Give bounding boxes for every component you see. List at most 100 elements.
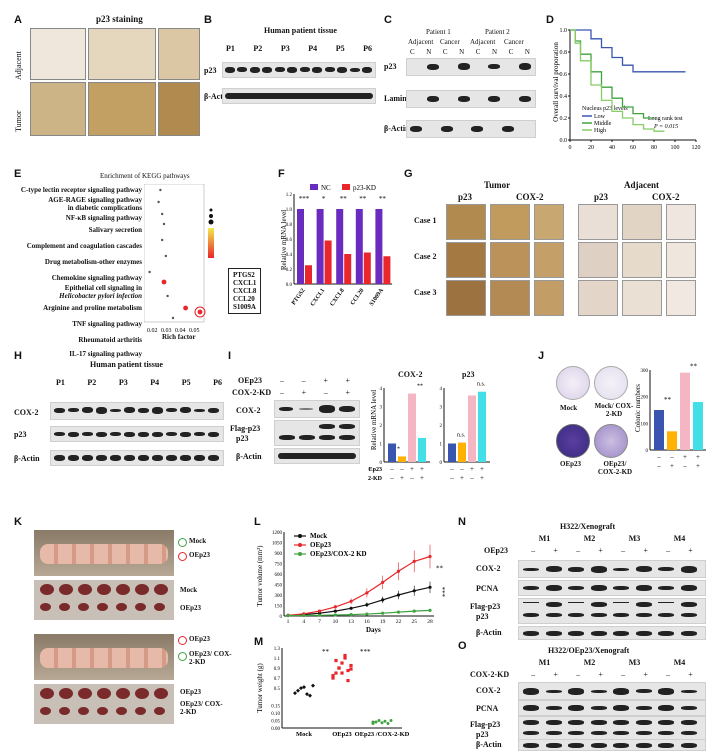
sign: – <box>621 670 625 679</box>
kegg-dot <box>159 189 161 191</box>
i-bar <box>408 394 416 462</box>
weight-point <box>346 669 349 672</box>
tumor-specimen <box>154 688 168 699</box>
panel-c-row-p23: p23 <box>384 62 396 71</box>
ihc-image <box>578 204 618 240</box>
i-chart1-title: COX-2 <box>398 370 422 379</box>
l-xtick-label: 22 <box>396 619 402 625</box>
sign: – <box>280 388 284 397</box>
e-xlabel: Rich factor <box>162 333 196 341</box>
i-ytick-label: 2 <box>380 424 383 429</box>
blot-band <box>636 566 652 572</box>
kegg-dot <box>165 255 167 257</box>
i-ytick-label: 3 <box>380 406 383 411</box>
d-xtick-label: 80 <box>651 145 657 151</box>
blot-band <box>523 631 539 636</box>
growth-point <box>428 586 431 589</box>
l-ytick-label: 1050 <box>272 542 283 547</box>
tumor-photo-1 <box>34 580 174 620</box>
blot-band <box>681 720 697 725</box>
i-chart-sign: – <box>409 474 414 482</box>
blot-band <box>681 690 697 693</box>
mouse-label: M4 <box>674 658 686 667</box>
mice-photo-2 <box>34 634 174 680</box>
mouse-label: M3 <box>629 658 641 667</box>
i-row-p23: p23 <box>236 434 248 443</box>
plate-label: OEp23/ COX-2-KD <box>594 460 636 476</box>
panel-letter-l: L <box>254 516 261 528</box>
blot-band <box>568 720 584 725</box>
f-category-label: PTGS2 <box>291 288 307 307</box>
blot-band <box>613 731 629 735</box>
ihc-adjacent-mid <box>88 28 156 80</box>
blot-c-p23 <box>406 58 536 76</box>
panel-letter-f: F <box>278 168 285 180</box>
blot-band <box>152 455 163 461</box>
weight-point <box>381 721 384 724</box>
kegg-dot <box>166 295 168 297</box>
blot-band <box>591 706 607 710</box>
blot-band <box>613 688 629 695</box>
pathway-label: IL-17 signaling pathway <box>10 350 142 360</box>
blot-band <box>613 613 629 617</box>
g-group-tumor: Tumor <box>484 180 510 190</box>
blot-band <box>138 455 149 461</box>
blot-band <box>166 408 177 412</box>
blot-band <box>681 706 697 710</box>
blot-band <box>523 731 539 735</box>
blot-band <box>681 566 697 573</box>
l-xlabel: Days <box>366 626 381 634</box>
f-ytick-label: 0.6 <box>286 238 293 243</box>
growth-point <box>381 598 384 601</box>
i-chart-sign: – <box>389 474 394 482</box>
sign: – <box>666 546 670 555</box>
blot-band <box>208 432 219 437</box>
growth-point <box>413 610 416 613</box>
i-chart-sign: – <box>469 474 474 482</box>
blot-band <box>681 731 697 735</box>
sign: + <box>598 546 603 555</box>
panel-letter-b: B <box>204 14 212 26</box>
growth-point <box>286 614 289 617</box>
blot-band <box>613 631 629 636</box>
pathway-label: Chemokine signaling pathway <box>10 274 142 284</box>
l-ytick-label: 0 <box>280 615 283 620</box>
l-xtick-label: 19 <box>380 619 386 625</box>
blot-band <box>658 731 674 735</box>
o-cond: COX-2-KD <box>470 670 509 679</box>
i-ytick-label: 1 <box>380 443 383 448</box>
i-ylabel: Relative mRNA level <box>370 390 378 450</box>
h-row-actin: β-Actin <box>14 454 40 463</box>
blot-band <box>636 706 652 710</box>
i-chart-sign: + <box>460 474 464 482</box>
blot-band <box>180 432 191 437</box>
tumor-specimen <box>116 603 127 611</box>
tumor-specimen <box>40 603 51 611</box>
d-legend-high: High <box>594 128 606 134</box>
pathway-label: Epithelial cell signaling in <box>10 284 142 292</box>
k-legend2-oep23: OEp23 <box>189 635 210 643</box>
mouse-label: M3 <box>629 534 641 543</box>
blot-band <box>636 720 652 725</box>
o-row: p23 <box>476 730 488 739</box>
j-chart-sign: + <box>696 453 700 461</box>
k-row-mock: Mock <box>180 586 197 594</box>
lane-c: C <box>443 48 448 56</box>
n-cond: OEp23 <box>484 546 508 555</box>
j-chart-sign: – <box>656 462 661 470</box>
blot-band <box>82 432 93 436</box>
d-xtick-label: 120 <box>692 145 701 151</box>
weight-point <box>343 654 346 657</box>
lane-c: C <box>476 48 481 56</box>
panel-letter-i: I <box>228 350 231 362</box>
m-group-label: OEp23 <box>332 731 352 738</box>
tumor-specimen <box>154 707 165 715</box>
m-ytick-label: 0.10 <box>271 712 280 717</box>
blot-band <box>591 631 607 636</box>
f-category-label: CCL20 <box>350 288 366 307</box>
blot-band <box>658 586 674 590</box>
plate-label: Mock <box>560 404 577 412</box>
blot-band <box>591 613 607 617</box>
kegg-dot <box>162 280 167 285</box>
